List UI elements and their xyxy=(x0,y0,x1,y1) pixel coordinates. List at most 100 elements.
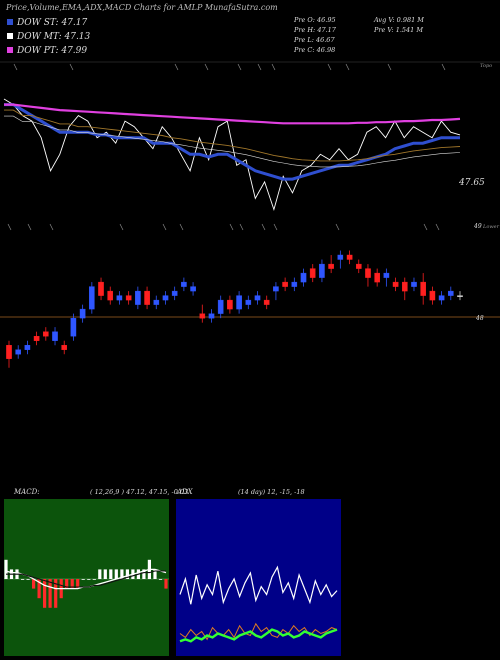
macd-hist-bar-5 xyxy=(32,579,36,589)
date-tick-row-mid xyxy=(7,223,440,231)
candle-body-43 xyxy=(402,281,408,292)
candle-body-14 xyxy=(135,290,141,305)
adx-series-plus_di xyxy=(179,565,338,605)
legend-swatch-st xyxy=(7,19,13,25)
candle-body-24 xyxy=(227,299,233,310)
candle-body-5 xyxy=(52,331,58,341)
ema-series-close xyxy=(3,98,461,212)
macd-hist-bar-4 xyxy=(26,579,30,580)
candle-body-37 xyxy=(346,254,353,260)
last-price-label: 47.65 xyxy=(458,178,485,188)
date-tick-top-0 xyxy=(13,63,18,71)
legend-label-pt: DOW PT: 47.99 xyxy=(16,46,87,56)
candle-body-19 xyxy=(181,281,187,287)
candle-body-23 xyxy=(217,299,224,314)
date-tick-mid-3 xyxy=(119,223,124,231)
candle-body-48 xyxy=(448,290,454,296)
macd-hist-bar-22 xyxy=(125,569,129,579)
candle-body-6 xyxy=(61,345,67,350)
macd-hist-bar-21 xyxy=(120,569,124,579)
macd-hist-bar-15 xyxy=(87,579,91,580)
candle-body-30 xyxy=(282,281,288,287)
lower-right-note: Lower xyxy=(482,224,500,230)
candle-body-16 xyxy=(153,299,160,305)
candle-body-49 xyxy=(457,295,463,298)
date-tick-mid-0 xyxy=(7,223,12,231)
stat-avg-volume: Avg V: 0.981 M xyxy=(373,16,424,24)
ema-series-envelope xyxy=(4,115,461,168)
axis-label-48: 48 xyxy=(475,315,484,322)
date-tick-top-6 xyxy=(271,63,276,71)
stat-high: Pre H: 47.17 xyxy=(293,26,337,34)
candle-body-34 xyxy=(319,263,325,278)
stat-close: Pre C: 46.98 xyxy=(293,46,335,54)
date-tick-top-4 xyxy=(237,63,242,71)
macd-hist-bar-12 xyxy=(70,579,74,589)
legend-swatch-pt xyxy=(7,47,13,53)
stat-low: Pre L: 46.67 xyxy=(293,36,335,44)
candle-body-42 xyxy=(392,281,399,287)
adx-values: (14 day) 12, -15, -18 xyxy=(238,488,305,496)
candle-body-44 xyxy=(411,281,417,287)
macd-hist-bar-0 xyxy=(4,559,8,579)
adx-background xyxy=(176,499,341,656)
candle-body-11 xyxy=(107,290,113,301)
candle-body-9 xyxy=(88,286,95,310)
chart-title: Price,Volume,EMA,ADX,MACD Charts for AML… xyxy=(5,3,278,12)
candle-body-38 xyxy=(356,263,362,269)
candle-body-40 xyxy=(374,272,381,283)
date-tick-mid-9 xyxy=(273,223,278,231)
candle-body-32 xyxy=(300,272,307,283)
macd-hist-bar-3 xyxy=(21,579,25,580)
candle-body-46 xyxy=(429,290,436,301)
candles xyxy=(6,250,463,368)
price-ema-panel: Topo 47.65 xyxy=(0,61,500,212)
candle-body-41 xyxy=(383,272,390,278)
candle-body-1 xyxy=(15,349,22,355)
candle-body-3 xyxy=(33,336,40,341)
macd-hist-bar-18 xyxy=(103,569,107,579)
legend: DOW ST: 47.17 DOW MT: 47.13 DOW PT: 47.9… xyxy=(7,18,91,56)
axis-label-49: 49 xyxy=(473,223,482,230)
macd-hist-bar-27 xyxy=(153,569,157,579)
candle-body-26 xyxy=(245,299,252,305)
macd-hist-bar-28 xyxy=(158,579,163,580)
adx-panel: ADX (14 day) 12, -15, -18 xyxy=(176,488,341,656)
candle-body-10 xyxy=(98,281,104,296)
stats-block: Pre O: 46.95 Pre H: 47.17 Pre L: 46.67 P… xyxy=(293,16,424,54)
ema-series-ema_fast xyxy=(4,103,460,181)
macd-hist-bar-14 xyxy=(81,579,85,580)
candle-body-13 xyxy=(125,295,132,301)
candle-body-8 xyxy=(79,308,86,319)
date-tick-top-3 xyxy=(204,63,209,71)
macd-hist-bar-6 xyxy=(37,579,41,599)
macd-header: MACD: xyxy=(13,488,40,496)
date-tick-mid-11 xyxy=(423,223,428,231)
macd-hist-bar-17 xyxy=(98,569,102,579)
date-tick-top-8 xyxy=(345,63,350,71)
date-tick-row-top xyxy=(13,63,446,71)
candle-body-18 xyxy=(171,290,178,296)
candle-body-39 xyxy=(365,268,371,278)
candle-body-7 xyxy=(70,318,77,337)
candle-body-35 xyxy=(328,263,334,269)
legend-label-mt: DOW MT: 47.13 xyxy=(16,32,91,42)
macd-panel: MACD: ( 12,26,9 ) 47.12, 47.15, -0.03 xyxy=(4,488,188,656)
stat-prev-volume: Pre V: 1.541 M xyxy=(373,26,423,34)
ema-series-ema_slow xyxy=(4,103,461,125)
macd-hist-bar-25 xyxy=(142,569,146,579)
adx-lines xyxy=(179,565,338,643)
candle-body-36 xyxy=(337,254,344,260)
stat-open: Pre O: 46.95 xyxy=(293,16,336,24)
candle-body-31 xyxy=(291,281,298,287)
ema-lines xyxy=(3,98,461,212)
date-tick-mid-1 xyxy=(27,223,32,231)
candle-body-0 xyxy=(6,345,12,359)
macd-hist-bar-16 xyxy=(92,579,96,580)
macd-lines xyxy=(5,568,167,590)
macd-values: ( 12,26,9 ) 47.12, 47.15, -0.03 xyxy=(90,488,188,496)
date-tick-top-9 xyxy=(387,63,392,71)
macd-hist-bar-19 xyxy=(109,569,113,579)
candle-body-4 xyxy=(43,331,49,337)
